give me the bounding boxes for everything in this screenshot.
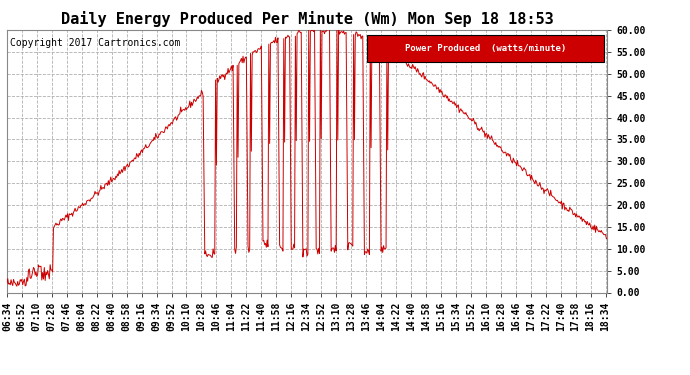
Text: Power Produced  (watts/minute): Power Produced (watts/minute)	[405, 44, 566, 53]
Text: Copyright 2017 Cartronics.com: Copyright 2017 Cartronics.com	[10, 38, 180, 48]
Title: Daily Energy Produced Per Minute (Wm) Mon Sep 18 18:53: Daily Energy Produced Per Minute (Wm) Mo…	[61, 12, 553, 27]
FancyBboxPatch shape	[367, 35, 604, 62]
